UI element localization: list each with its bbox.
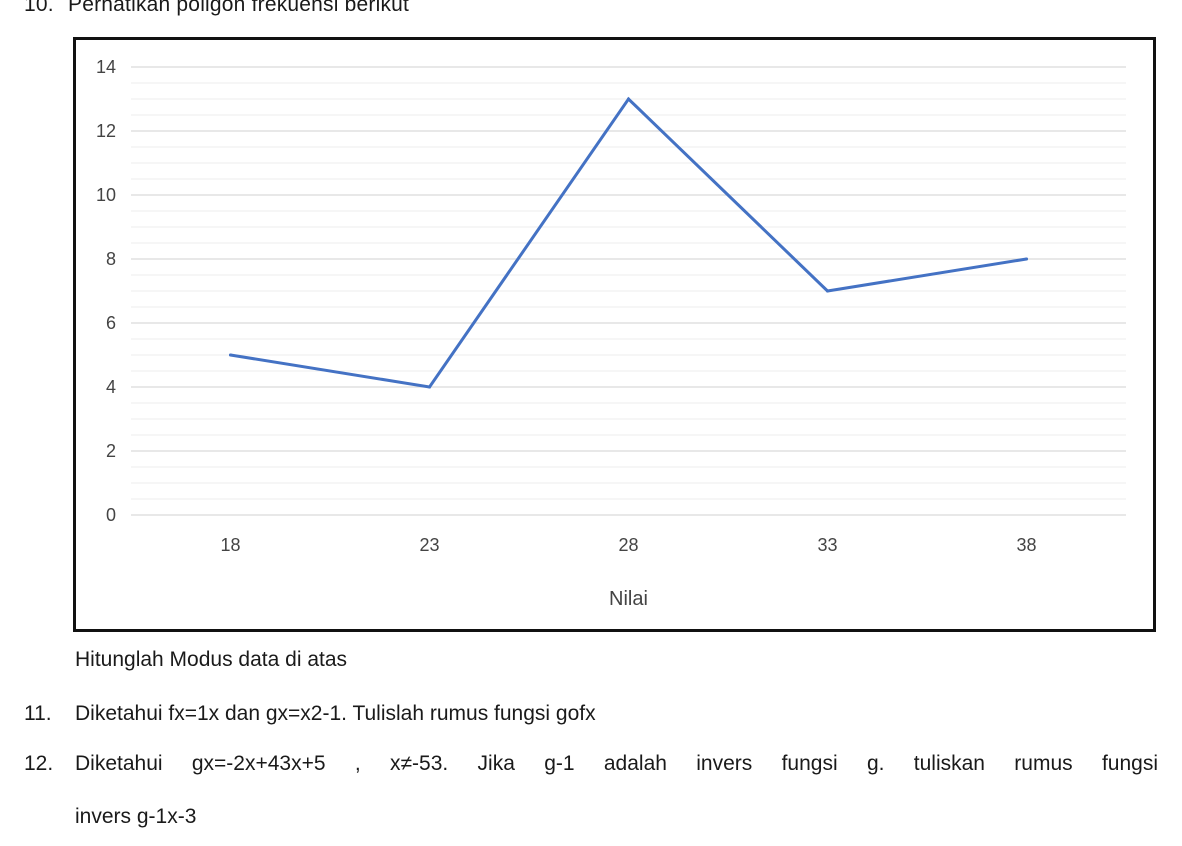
x-tick-label: 38 xyxy=(1016,535,1036,555)
question-11-text: Diketahui fx=1x dan gx=x2-1. Tulislah ru… xyxy=(75,702,596,725)
y-tick-label: 12 xyxy=(96,121,116,141)
y-tick-label: 10 xyxy=(96,185,116,205)
question-10-header: 10. Perhatikan poligon frekuensi berikut xyxy=(24,0,409,17)
x-axis-title: Nilai xyxy=(609,588,648,610)
y-tick-label: 8 xyxy=(106,249,116,269)
y-tick-label: 6 xyxy=(106,313,116,333)
data-point xyxy=(229,353,232,357)
data-point xyxy=(826,289,829,293)
data-point xyxy=(428,385,431,389)
x-tick-label: 18 xyxy=(220,535,240,555)
chart-canvas: 0 2 4 6 8 10 12 14 18 23 28 33 38 Nilai xyxy=(96,57,1126,610)
question-11-number: 11. xyxy=(24,702,52,725)
data-point xyxy=(627,97,630,101)
y-tick-label: 14 xyxy=(96,57,116,77)
x-tick-label: 28 xyxy=(618,535,638,555)
x-tick-label: 33 xyxy=(817,535,837,555)
x-tick-label: 23 xyxy=(419,535,439,555)
frequency-polygon-chart: 0 2 4 6 8 10 12 14 18 23 28 33 38 Nilai xyxy=(73,37,1156,632)
y-tick-label: 2 xyxy=(106,441,116,461)
y-tick-label: 0 xyxy=(106,505,116,525)
question-10-instruction: Hitunglah Modus data di atas xyxy=(75,648,348,671)
y-tick-label: 4 xyxy=(106,377,116,397)
question-12-number: 12. xyxy=(24,752,54,775)
question-10-number: 10. xyxy=(24,0,54,16)
data-point xyxy=(1025,257,1028,261)
question-12-line-1: Diketahui gx=-2x+43x+5 , x≠-53. Jika g-1… xyxy=(75,752,1158,775)
question-12-line-2: invers g-1x-3 xyxy=(75,805,197,828)
question-10-text: Perhatikan poligon frekuensi berikut xyxy=(68,0,410,16)
